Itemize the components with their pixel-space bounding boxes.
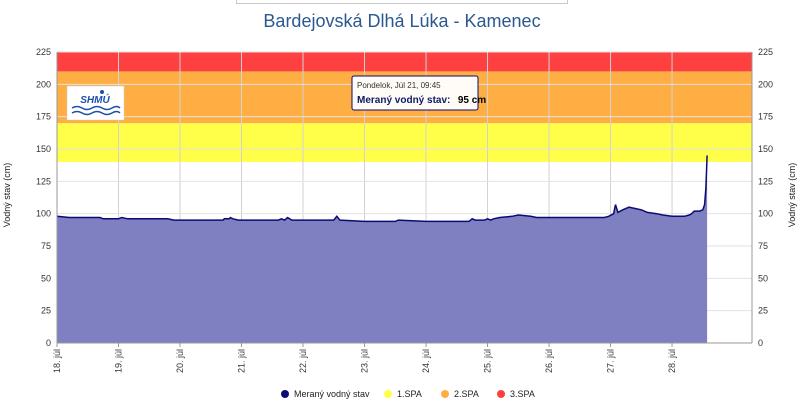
legend-item[interactable]: 2.SPA bbox=[441, 389, 479, 399]
x-tick-label: 24. júl bbox=[421, 349, 431, 373]
logo-text: SHMÚ bbox=[80, 93, 110, 106]
x-tick-label: 20. júl bbox=[175, 349, 185, 373]
logo-cloud-icon bbox=[100, 90, 104, 94]
legend-item[interactable]: 1.SPA bbox=[384, 389, 422, 399]
y-tick-label-left: 150 bbox=[36, 144, 51, 154]
tooltip-line: Meraný vodný stav: 95 cm bbox=[357, 90, 486, 107]
shmu-logo: SHMÚ bbox=[66, 85, 125, 121]
y-tick-label-left: 50 bbox=[41, 273, 51, 283]
y-tick-label-left: 25 bbox=[41, 306, 51, 316]
legend-label: 1.SPA bbox=[397, 389, 422, 399]
x-tick-label: 28. júl bbox=[667, 349, 677, 373]
y-tick-label-left: 75 bbox=[41, 241, 51, 251]
legend-item[interactable]: 3.SPA bbox=[497, 389, 535, 399]
y-tick-label-left: 225 bbox=[36, 47, 51, 57]
legend-marker-icon bbox=[384, 390, 392, 398]
tooltip-date: Pondelok, Júl 21, 09:45 bbox=[357, 81, 441, 90]
x-tick-label: 18. júl bbox=[52, 349, 62, 373]
y-tick-label-right: 0 bbox=[758, 338, 763, 348]
y-axis-label-right: Vodný stav (cm) bbox=[787, 163, 797, 228]
band-1spa bbox=[57, 123, 752, 162]
logo-wave-icon bbox=[71, 105, 121, 111]
series-area bbox=[57, 155, 708, 343]
logo-wave-icon bbox=[71, 110, 121, 116]
y-ticks-right: 0 25 50 75 100 125 150 175 200 225 bbox=[758, 47, 773, 348]
y-tick-label-right: 200 bbox=[758, 79, 773, 89]
y-tick-label-right: 150 bbox=[758, 144, 773, 154]
x-tick-label: 23. júl bbox=[360, 349, 370, 373]
legend-marker-icon bbox=[281, 390, 289, 398]
legend-label: Meraný vodný stav bbox=[294, 389, 370, 399]
band-3spa bbox=[57, 52, 752, 72]
y-tick-label-right: 125 bbox=[758, 176, 773, 186]
legend-marker-icon bbox=[497, 390, 505, 398]
legend-marker-icon bbox=[441, 390, 449, 398]
x-tick-label: 25. júl bbox=[483, 349, 493, 373]
y-tick-label-left: 100 bbox=[36, 209, 51, 219]
y-axis-label-left: Vodný stav (cm) bbox=[2, 163, 12, 228]
y-tick-label-right: 100 bbox=[758, 209, 773, 219]
y-tick-label-right: 50 bbox=[758, 273, 768, 283]
top-frame bbox=[236, 0, 568, 4]
legend-label: 3.SPA bbox=[510, 389, 535, 399]
x-tick-label: 26. júl bbox=[544, 349, 554, 373]
y-tick-label-left: 0 bbox=[46, 338, 51, 348]
tooltip-value: 95 cm bbox=[458, 95, 486, 106]
y-tick-label-right: 175 bbox=[758, 112, 773, 122]
y-tick-label-right: 75 bbox=[758, 241, 768, 251]
x-tick-label: 21. júl bbox=[237, 349, 247, 373]
legend[interactable]: Meraný vodný stav 1.SPA 2.SPA 3.SPA bbox=[281, 389, 535, 399]
x-tick-label: 27. júl bbox=[606, 349, 616, 373]
series-layer bbox=[56, 155, 708, 343]
tooltip-label: Meraný vodný stav: bbox=[357, 95, 450, 106]
y-ticks-left: 0 25 50 75 100 125 150 175 200 225 bbox=[36, 47, 51, 348]
axes bbox=[56, 52, 753, 344]
y-tick-label-left: 200 bbox=[36, 79, 51, 89]
chart-title: Bardejovská Dlhá Lúka - Kamenec bbox=[263, 11, 540, 31]
legend-item[interactable]: Meraný vodný stav bbox=[281, 389, 370, 399]
x-tick-label: 19. júl bbox=[114, 349, 124, 373]
tooltip: Pondelok, Júl 21, 09:45 Meraný vodný sta… bbox=[351, 75, 486, 111]
y-tick-label-left: 175 bbox=[36, 112, 51, 122]
x-tick-label: 22. júl bbox=[298, 349, 308, 373]
legend-label: 2.SPA bbox=[454, 389, 479, 399]
x-ticks: 18. júl 19. júl 20. júl 21. júl 22. júl 23. j… bbox=[52, 343, 677, 373]
y-tick-label-right: 225 bbox=[758, 47, 773, 57]
y-tick-label-right: 25 bbox=[758, 306, 768, 316]
y-tick-label-left: 125 bbox=[36, 176, 51, 186]
series-line bbox=[56, 155, 708, 223]
